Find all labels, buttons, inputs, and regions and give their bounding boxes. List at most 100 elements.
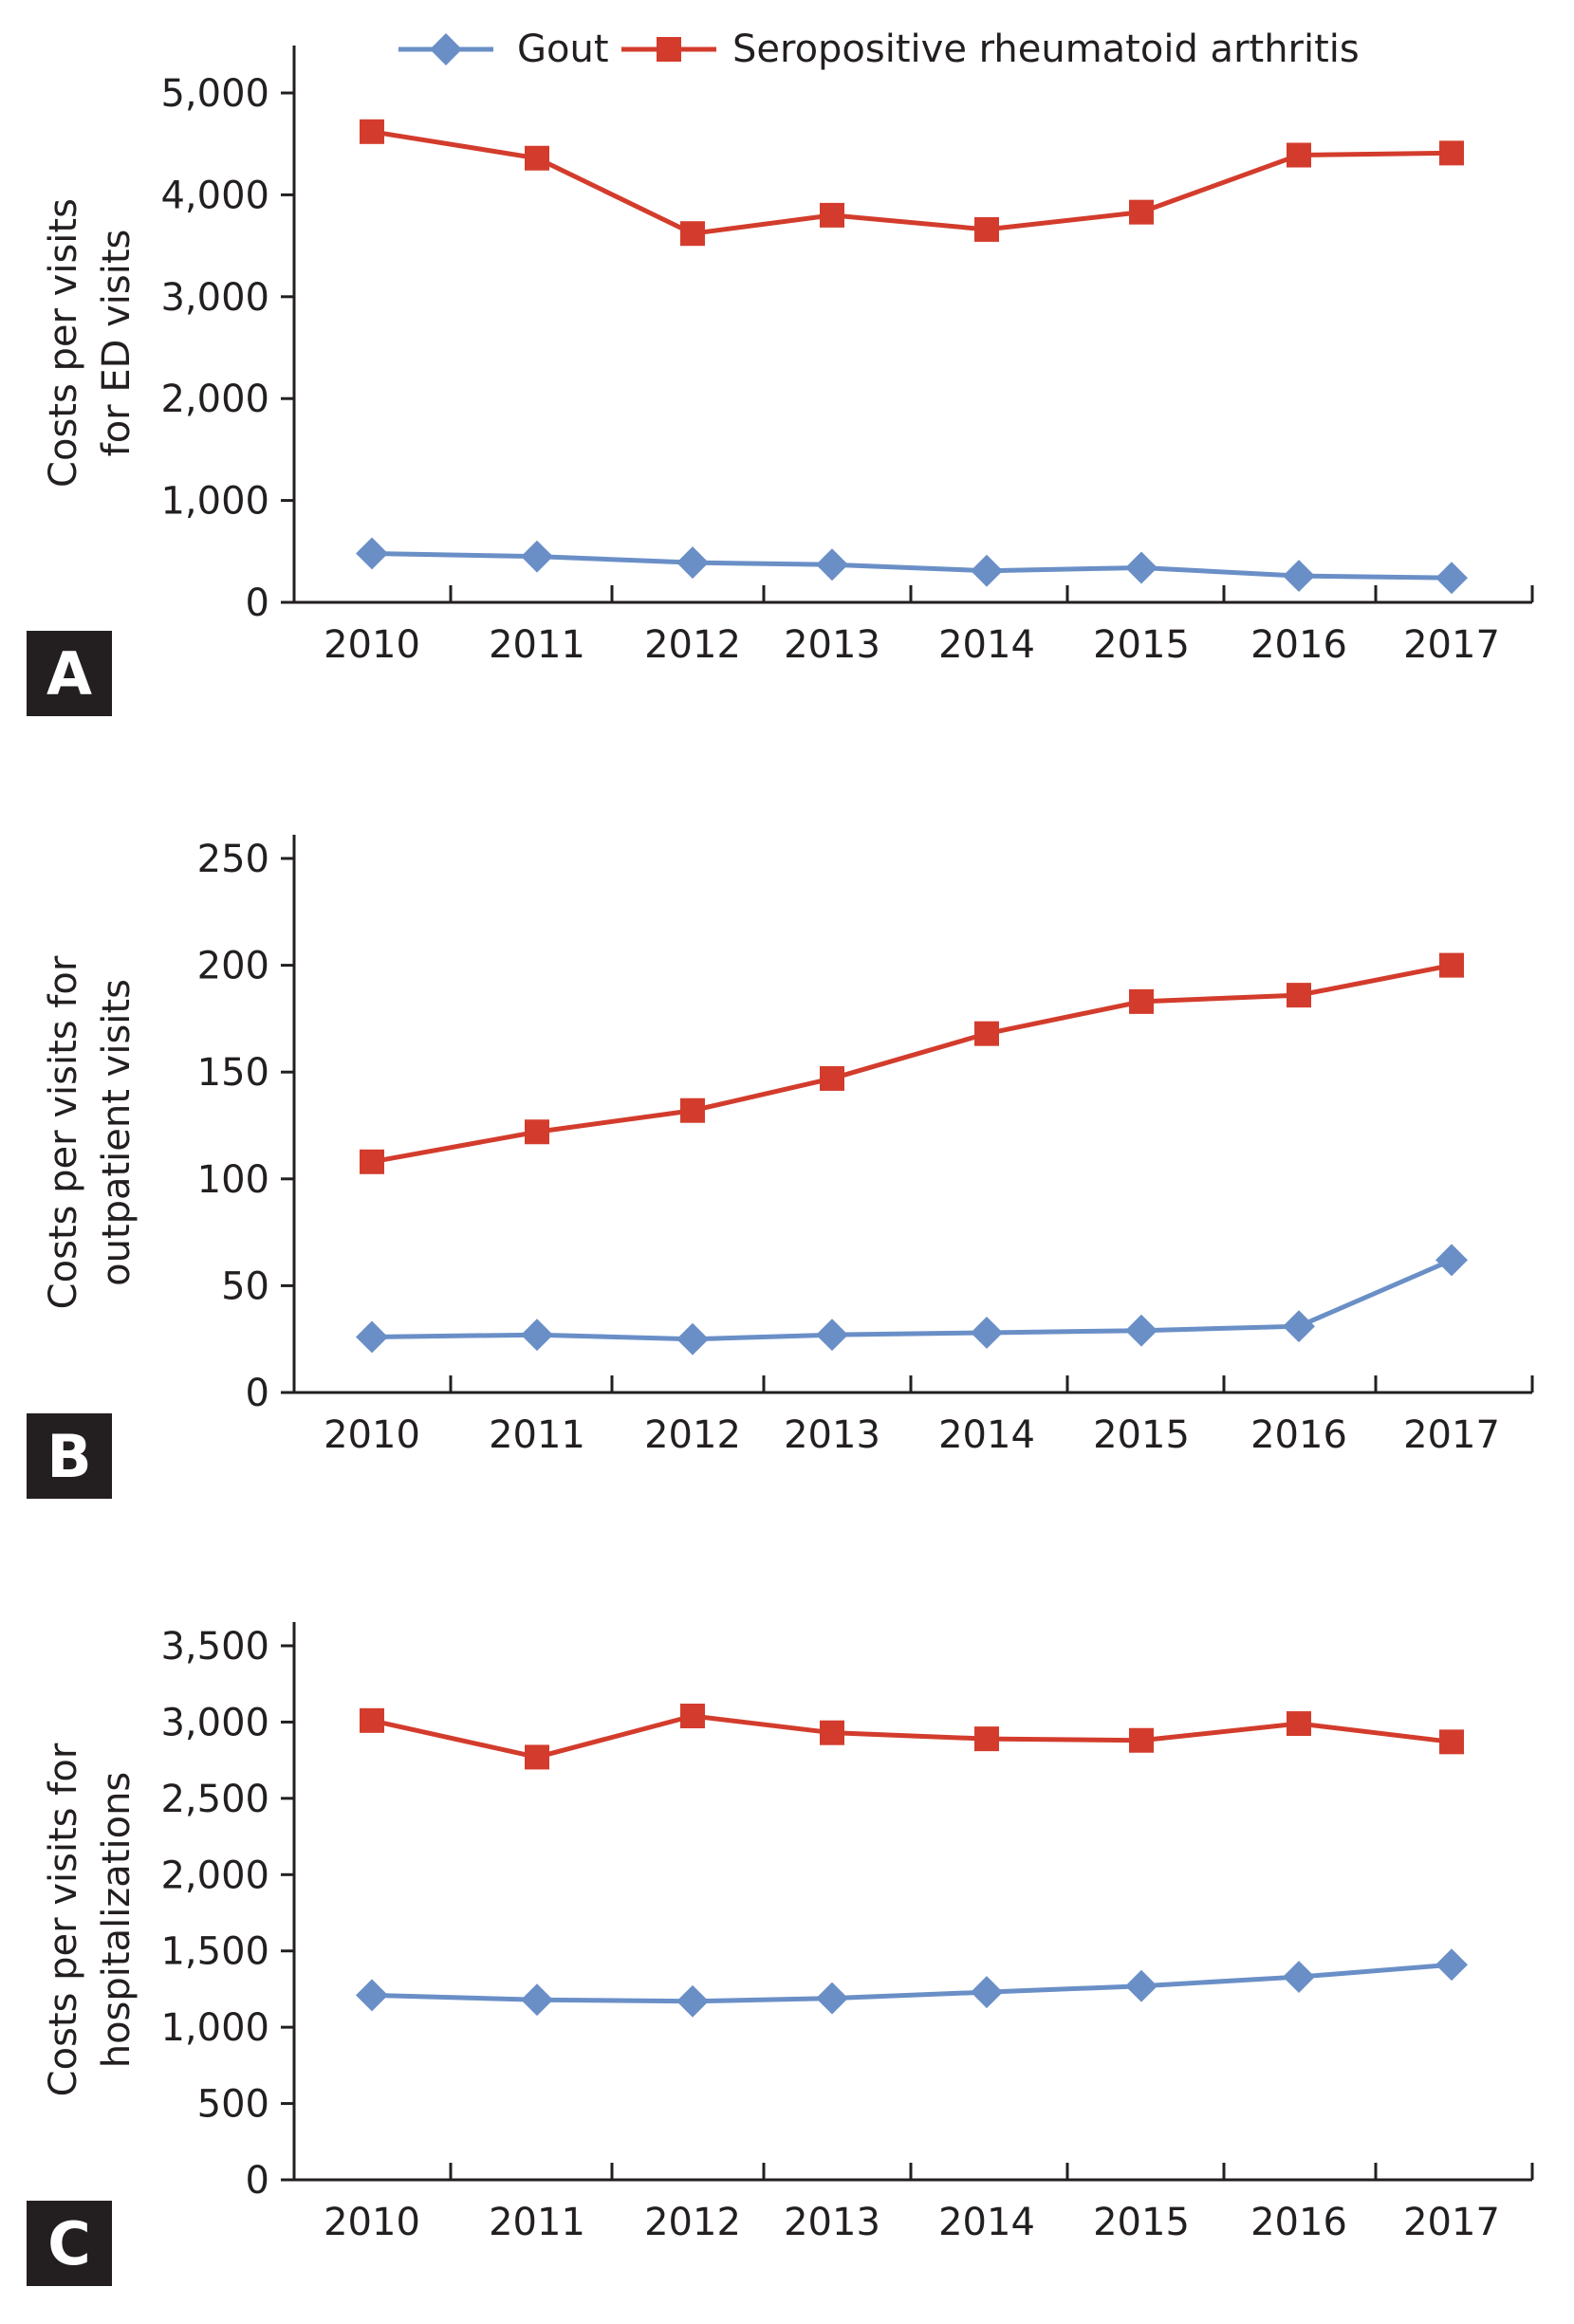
- data-point: [680, 221, 705, 247]
- series-ra: [360, 119, 1464, 247]
- series-line: [371, 129, 1453, 236]
- series-ra: [360, 952, 1464, 1174]
- x-tick-label: 2016: [1250, 2201, 1347, 2244]
- panel-letter: B: [46, 1422, 91, 1491]
- x-tick-label: 2010: [324, 623, 420, 667]
- data-point: [360, 1707, 384, 1733]
- data-point: [816, 1319, 848, 1352]
- data-point: [1287, 1711, 1311, 1737]
- data-point: [816, 548, 848, 581]
- data-point: [820, 1065, 844, 1091]
- data-point: [1283, 1961, 1315, 1994]
- y-axis-title: Costs per visits: [42, 198, 85, 488]
- data-point: [1435, 1948, 1468, 1982]
- series-gout: [356, 1244, 1468, 1356]
- x-tick-label: 2017: [1403, 1413, 1500, 1457]
- y-tick-label: 200: [197, 945, 269, 988]
- series-line: [371, 1962, 1453, 2004]
- y-axis-title: outpatient visits: [95, 979, 139, 1286]
- chart-panel-b: 0 50 100 150 200 250 2010 2011 2012 2013 2014 2015 2…: [27, 835, 1534, 1499]
- y-tick-label: 0: [246, 1372, 269, 1415]
- data-point: [676, 1984, 709, 2018]
- series-gout: [356, 537, 1468, 595]
- data-point: [1439, 1729, 1464, 1755]
- data-point: [356, 1979, 388, 2012]
- x-tick-label: 2017: [1403, 2201, 1500, 2244]
- data-point: [1125, 551, 1157, 584]
- data-point: [356, 537, 388, 570]
- data-point: [1435, 562, 1468, 595]
- legend-gout-marker: [430, 33, 462, 65]
- y-tick-label: 150: [197, 1051, 269, 1095]
- y-tick-label: 1,000: [160, 480, 269, 524]
- series-line: [371, 550, 1453, 581]
- data-point: [360, 1149, 384, 1174]
- legend-ra-marker: [657, 37, 681, 62]
- series-line: [371, 1713, 1453, 1760]
- data-point: [521, 1983, 553, 2017]
- data-point: [1125, 1314, 1157, 1347]
- y-axis-title: hospitalizations: [95, 1772, 139, 2069]
- data-point: [360, 119, 384, 144]
- data-point: [356, 1320, 388, 1354]
- y-tick-label: 3,000: [160, 1701, 269, 1744]
- data-point: [525, 1119, 549, 1145]
- panel-letter-box: [27, 1413, 112, 1499]
- legend-gout-label: Gout: [517, 28, 609, 71]
- y-tick-label: 0: [246, 581, 269, 625]
- panel-letter: A: [46, 639, 92, 709]
- series-line: [371, 963, 1453, 1165]
- data-point: [1125, 1969, 1157, 2002]
- data-point: [1129, 1727, 1154, 1753]
- series-ra: [360, 1703, 1464, 1770]
- y-axis-title: Costs per visits for: [42, 1743, 85, 2096]
- data-point: [1439, 140, 1464, 166]
- x-tick-label: 2017: [1403, 623, 1500, 667]
- data-point: [680, 1703, 705, 1728]
- chart-panel-c: 0 500 1,000 1,500 2,000 2,500 3,000 3,500 2010 20…: [27, 1622, 1534, 2286]
- data-point: [1435, 1244, 1468, 1277]
- x-tick-label: 2012: [644, 2201, 741, 2244]
- y-tick-label: 50: [221, 1264, 269, 1308]
- data-point: [816, 1982, 848, 2015]
- legend-ra-label: Seropositive rheumatoid arthritis: [732, 28, 1360, 71]
- data-point: [1283, 1310, 1315, 1343]
- y-tick-label: 3,000: [160, 276, 269, 320]
- y-tick-label: 500: [197, 2083, 269, 2127]
- x-tick-label: 2012: [644, 623, 741, 667]
- x-tick-label: 2014: [938, 2201, 1035, 2244]
- data-point: [1283, 560, 1315, 593]
- data-point: [971, 1976, 1003, 2009]
- y-tick-label: 2,500: [160, 1778, 269, 1821]
- data-point: [1287, 142, 1311, 168]
- data-point: [1129, 199, 1154, 225]
- x-tick-label: 2013: [784, 2201, 880, 2244]
- y-tick-label: 2,000: [160, 1854, 269, 1897]
- data-point: [971, 554, 1003, 587]
- x-tick-label: 2014: [938, 1413, 1035, 1457]
- x-tick-label: 2013: [784, 623, 880, 667]
- x-tick-label: 2010: [324, 2201, 420, 2244]
- y-tick-label: 1,000: [160, 2006, 269, 2050]
- data-point: [974, 216, 999, 242]
- data-point: [680, 1097, 705, 1123]
- y-tick-label: 3,500: [160, 1625, 269, 1669]
- x-tick-label: 2011: [489, 2201, 585, 2244]
- y-axis-title: Costs per visits for: [42, 955, 85, 1309]
- y-tick-label: 100: [197, 1158, 269, 1202]
- charts: 0 1,000 2,000 3,000 4,000 5,000 2010 2011 2012 20…: [27, 46, 1534, 2286]
- y-tick-label: 1,500: [160, 1930, 269, 1974]
- x-tick-label: 2015: [1093, 623, 1190, 667]
- x-tick-label: 2016: [1250, 1413, 1347, 1457]
- y-tick-label: 2,000: [160, 378, 269, 421]
- y-tick-label: 5,000: [160, 72, 269, 116]
- y-tick-label: 4,000: [160, 174, 269, 217]
- x-tick-label: 2011: [489, 623, 585, 667]
- x-tick-label: 2013: [784, 1413, 880, 1457]
- y-tick-label: 0: [246, 2159, 269, 2203]
- x-tick-label: 2016: [1250, 623, 1347, 667]
- data-point: [525, 145, 549, 171]
- y-tick-label: 250: [197, 838, 269, 881]
- data-point: [525, 1744, 549, 1770]
